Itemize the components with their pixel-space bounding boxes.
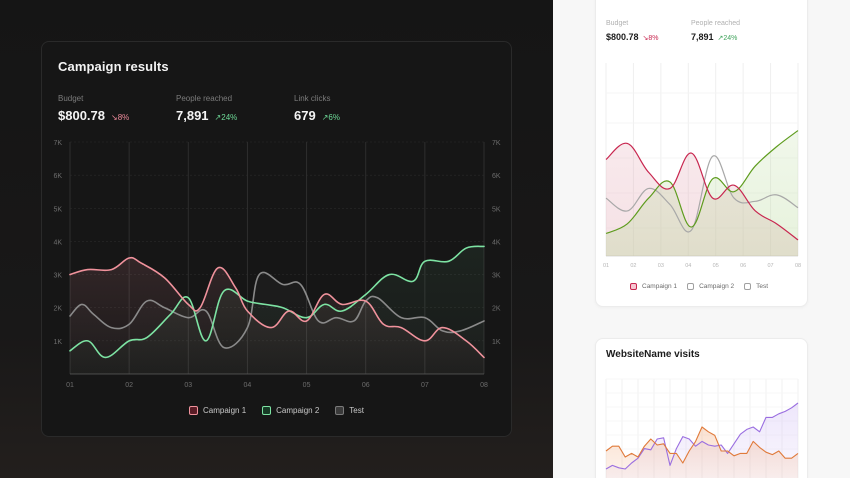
stat-label: People reached <box>691 20 741 27</box>
stat-value: 7,891 <box>691 32 714 42</box>
svg-text:05: 05 <box>713 263 719 269</box>
series-line-0 <box>69 256 485 359</box>
trend-up-badge: ↗24% <box>214 113 238 122</box>
legend-item-test[interactable]: Test <box>744 283 768 290</box>
stat-label: People reached <box>176 94 233 103</box>
website-visits-card: WebsiteName visits <box>595 338 808 478</box>
svg-text:3K: 3K <box>53 273 62 280</box>
trend-up-badge: ↗24% <box>717 35 738 42</box>
legend-swatch-icon <box>189 406 198 415</box>
stat-value: $800.78 <box>606 32 639 42</box>
svg-text:08: 08 <box>480 382 488 389</box>
svg-text:08: 08 <box>795 263 801 269</box>
series-line-2 <box>69 271 485 349</box>
svg-text:5K: 5K <box>492 206 501 213</box>
legend-swatch-icon <box>262 406 272 415</box>
stat-value: $800.78 <box>58 108 105 123</box>
svg-text:03: 03 <box>658 263 664 269</box>
legend-item-campaign-2[interactable]: Campaign 2 <box>687 283 734 290</box>
stat-value: 7,891 <box>176 108 209 123</box>
legend-label: Campaign 2 <box>276 406 320 415</box>
svg-text:2K: 2K <box>492 306 501 313</box>
svg-text:03: 03 <box>184 382 192 389</box>
svg-text:06: 06 <box>740 263 746 269</box>
legend-item-test[interactable]: Test <box>335 406 364 415</box>
legend-label: Campaign 1 <box>642 283 678 290</box>
svg-text:02: 02 <box>125 382 133 389</box>
campaign-results-card-light: Budget $800.78 ↘8% People reached 7,891 … <box>595 0 808 307</box>
card-title: Campaign results <box>58 59 169 74</box>
stat-budget: Budget $800.78 ↘8% <box>58 94 129 123</box>
svg-text:7K: 7K <box>492 140 501 147</box>
svg-text:6K: 6K <box>53 173 62 180</box>
svg-text:01: 01 <box>603 263 609 269</box>
legend-label: Campaign 2 <box>699 283 735 290</box>
stat-label: Budget <box>606 20 629 27</box>
legend-swatch-icon <box>687 283 695 290</box>
chart-legend: Campaign 1 Campaign 2 Test <box>189 406 364 415</box>
campaign-results-card: Campaign results Budget $800.78 ↘8% Peop… <box>41 41 512 437</box>
stat-link-clicks: Link clicks 679 ↗6% <box>294 94 340 123</box>
visits-area-chart <box>605 378 799 478</box>
svg-text:01: 01 <box>66 382 74 389</box>
stat-people-reached: People reached 7,891 ↗24% <box>691 20 740 42</box>
svg-text:5K: 5K <box>53 206 62 213</box>
svg-text:1K: 1K <box>53 339 62 346</box>
card-title: WebsiteName visits <box>606 349 700 360</box>
svg-text:05: 05 <box>303 382 311 389</box>
svg-text:2K: 2K <box>53 306 62 313</box>
stat-label: Link clicks <box>294 94 331 103</box>
svg-text:3K: 3K <box>492 273 501 280</box>
stat-label: Budget <box>58 94 84 103</box>
campaign-line-chart-light: 01 02 03 04 05 06 07 08 <box>603 63 801 269</box>
legend-item-campaign-1[interactable]: Campaign 1 <box>189 406 246 415</box>
chart-legend: Campaign 1 Campaign 2 Test <box>630 283 768 290</box>
trend-down-badge: ↘8% <box>642 35 659 42</box>
svg-text:06: 06 <box>362 382 370 389</box>
svg-text:07: 07 <box>768 263 774 269</box>
svg-text:04: 04 <box>244 382 252 389</box>
legend-swatch-icon <box>335 406 345 415</box>
campaign-line-chart: 1K 1K 2K 2K 3K 3K 4K 4K 5K 5K 6K 6K 7K 7K 01 02 03 04 05 06… <box>53 140 501 389</box>
stat-budget: Budget $800.78 ↘8% <box>606 20 659 42</box>
stat-value: 679 <box>294 108 316 123</box>
legend-label: Campaign 1 <box>203 406 247 415</box>
trend-down-badge: ↘8% <box>111 113 130 122</box>
svg-text:1K: 1K <box>492 339 501 346</box>
svg-text:4K: 4K <box>492 239 501 246</box>
legend-label: Test <box>756 283 769 290</box>
legend-swatch-icon <box>744 283 752 290</box>
trend-up-badge: ↗6% <box>321 113 340 122</box>
svg-text:7K: 7K <box>53 140 62 147</box>
svg-text:02: 02 <box>630 263 636 269</box>
legend-label: Test <box>349 406 364 415</box>
series-line-1 <box>69 245 485 359</box>
svg-text:07: 07 <box>421 382 429 389</box>
svg-text:04: 04 <box>685 263 691 269</box>
legend-item-campaign-1[interactable]: Campaign 1 <box>630 283 677 290</box>
svg-text:4K: 4K <box>53 239 62 246</box>
svg-text:6K: 6K <box>492 173 501 180</box>
legend-item-campaign-2[interactable]: Campaign 2 <box>262 406 319 415</box>
legend-swatch-icon <box>630 283 637 290</box>
stat-people-reached: People reached 7,891 ↗24% <box>176 94 237 123</box>
